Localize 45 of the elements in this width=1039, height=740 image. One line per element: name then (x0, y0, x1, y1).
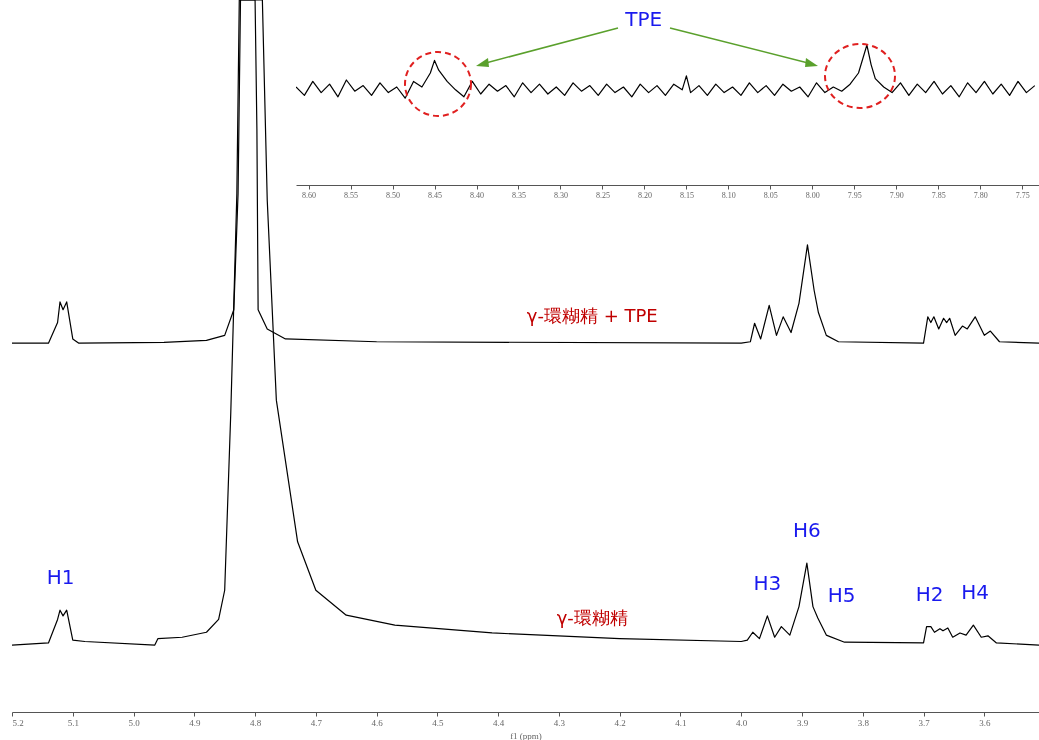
x-tick-label: 5.2 (12, 717, 24, 728)
x-tick-label: 3.6 (979, 717, 991, 728)
x-tick-label: 7.95 (847, 190, 862, 200)
annotation: H4 (961, 580, 990, 605)
x-tick-label: 8.00 (805, 190, 820, 200)
x-tick-label: 4.0 (736, 717, 748, 728)
x-tick-label: 8.45 (428, 190, 443, 200)
annotation: H3 (753, 570, 782, 595)
x-tick-label: 4.6 (371, 717, 384, 728)
x-tick-label: 3.9 (796, 717, 809, 728)
x-tick-label: 7.80 (973, 190, 988, 200)
x-tick-label: 8.50 (386, 190, 401, 200)
series-label: γ-環糊精 + TPE (526, 305, 658, 327)
x-axis-title: f1 (ppm) (510, 730, 542, 740)
x-tick-label: 8.35 (511, 190, 526, 200)
x-tick-label: 4.7 (310, 717, 323, 728)
annotation: H1 (46, 565, 75, 590)
x-tick-label: 8.15 (679, 190, 694, 200)
x-tick-label: 8.10 (721, 190, 736, 200)
x-tick-label: 8.60 (302, 190, 317, 200)
x-tick-label: 4.1 (675, 717, 687, 728)
x-tick-label: 7.90 (889, 190, 904, 200)
x-tick-label: 4.2 (614, 717, 626, 728)
x-tick-label: 8.05 (763, 190, 778, 200)
annotation: TPE (624, 7, 663, 31)
annotation: H6 (792, 518, 821, 543)
x-tick-label: 8.30 (553, 190, 568, 200)
annotation: H2 (915, 581, 944, 606)
x-tick-label: 8.55 (344, 190, 359, 200)
x-tick-label: 3.8 (857, 717, 870, 728)
series-label: γ-環糊精 (556, 607, 628, 629)
x-tick-label: 5.0 (128, 717, 141, 728)
x-tick-label: 8.20 (637, 190, 652, 200)
x-tick-label: 4.5 (432, 717, 445, 728)
x-tick-label: 3.7 (918, 717, 931, 728)
x-tick-label: 4.9 (189, 717, 201, 728)
x-tick-label: 7.85 (931, 190, 946, 200)
annotation: H5 (827, 583, 856, 608)
x-tick-label: 8.25 (595, 190, 610, 200)
x-tick-label: 4.3 (553, 717, 566, 728)
x-tick-label: 7.75 (1015, 190, 1030, 200)
x-tick-label: 5.1 (67, 717, 79, 728)
x-tick-label: 4.4 (493, 717, 505, 728)
x-tick-label: 8.40 (470, 190, 484, 200)
x-tick-label: 4.8 (249, 717, 262, 728)
